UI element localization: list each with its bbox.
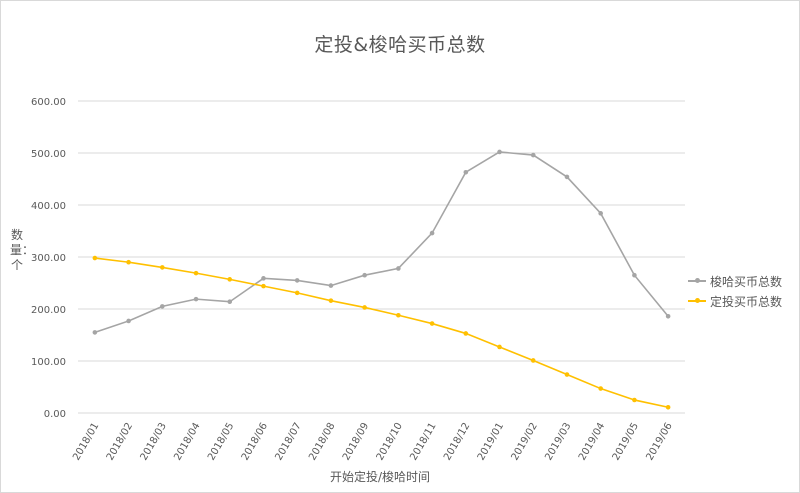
data-point xyxy=(362,272,367,278)
x-tick-label: 2019/06 xyxy=(644,421,674,462)
x-tick-label: 2019/05 xyxy=(611,421,641,462)
data-point xyxy=(160,304,165,309)
x-tick-layer: 2018/01 2018/02 2018/03 2018/04 2018/05 2018/… xyxy=(71,421,675,462)
data-point xyxy=(160,265,165,270)
legend: 梭哈买币总数 定投买币总数 xyxy=(688,271,782,311)
data-point xyxy=(294,278,300,283)
data-point xyxy=(261,276,266,281)
series-line-1 xyxy=(94,257,669,409)
x-tick-label: 2018/02 xyxy=(105,421,135,462)
legend-label-suoha: 梭哈买币总数 xyxy=(710,274,783,289)
series-line-0 xyxy=(94,151,669,334)
data-point xyxy=(665,313,671,319)
x-tick-label: 2018/06 xyxy=(240,421,270,462)
data-point xyxy=(497,149,502,155)
x-tick-label: 2018/04 xyxy=(172,421,202,462)
series-layer xyxy=(92,149,671,410)
data-point xyxy=(429,321,435,326)
y-tick-label: 600.00 xyxy=(31,97,66,108)
data-point xyxy=(463,169,469,175)
legend-item-suoha: 梭哈买币总数 xyxy=(688,271,782,291)
chart-title: 定投&梭哈买币总数 xyxy=(314,34,486,56)
x-tick-label: 2018/12 xyxy=(442,421,472,462)
data-point xyxy=(92,330,98,335)
x-tick-label: 2018/01 xyxy=(71,421,101,462)
legend-swatch-dingtou xyxy=(688,298,706,303)
data-point xyxy=(598,211,603,216)
data-point xyxy=(261,283,266,289)
data-point xyxy=(227,299,233,305)
data-point xyxy=(463,331,469,336)
data-point xyxy=(328,298,334,303)
data-point xyxy=(193,270,199,276)
y-tick-label: 0.00 xyxy=(44,409,66,420)
y-tick-layer: 0.00 100.00 200.00 300.00 400.00 500.00 600.00 xyxy=(31,97,66,420)
legend-label-dingtou: 定投买币总数 xyxy=(710,294,783,309)
x-tick-label: 2019/03 xyxy=(543,421,573,462)
legend-swatch-suoha xyxy=(688,278,706,283)
y-tick-label: 500.00 xyxy=(31,149,66,160)
y-tick-label: 100.00 xyxy=(31,357,66,368)
x-tick-label: 2018/08 xyxy=(307,421,337,462)
data-point xyxy=(396,312,401,318)
y-tick-label: 200.00 xyxy=(31,305,66,316)
x-tick-label: 2018/11 xyxy=(408,421,438,462)
data-point xyxy=(193,296,199,302)
data-point xyxy=(227,277,233,282)
x-tick-label: 2018/07 xyxy=(273,421,303,462)
data-point xyxy=(92,255,98,261)
x-tick-label: 2019/02 xyxy=(510,421,540,462)
data-point xyxy=(396,266,401,271)
x-tick-label: 2018/03 xyxy=(139,421,169,462)
data-point xyxy=(665,404,671,410)
data-point xyxy=(497,344,502,350)
data-point xyxy=(564,174,570,180)
data-point xyxy=(598,386,603,391)
legend-item-dingtou: 定投买币总数 xyxy=(688,291,782,311)
y-tick-label: 400.00 xyxy=(31,201,66,212)
grid-layer xyxy=(78,100,685,414)
x-tick-label: 2018/09 xyxy=(341,421,371,462)
data-point xyxy=(126,318,131,324)
data-point xyxy=(564,372,570,377)
data-point xyxy=(530,358,536,363)
data-point xyxy=(632,397,637,403)
data-point xyxy=(328,283,334,288)
x-axis-label: 开始定投/梭哈时间 xyxy=(329,470,431,484)
data-point xyxy=(530,152,536,158)
data-point xyxy=(126,259,131,265)
data-point xyxy=(294,290,300,296)
data-point xyxy=(362,305,367,310)
data-point xyxy=(429,230,435,236)
x-tick-label: 2018/05 xyxy=(206,421,236,462)
x-tick-label: 2019/01 xyxy=(476,421,506,462)
y-tick-label: 300.00 xyxy=(31,253,66,264)
data-point xyxy=(632,272,637,278)
x-tick-label: 2018/10 xyxy=(375,421,405,462)
x-tick-label: 2019/04 xyxy=(577,421,607,462)
